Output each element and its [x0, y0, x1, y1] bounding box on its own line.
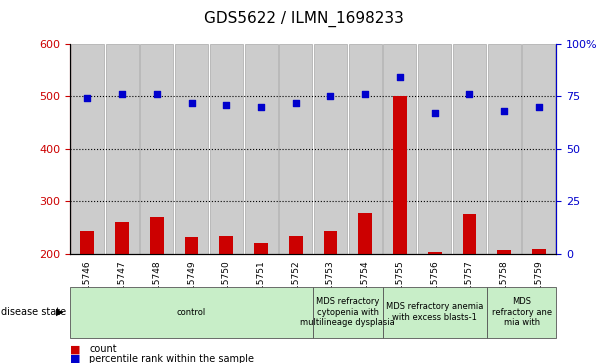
Bar — [497, 250, 511, 254]
Text: ■: ■ — [70, 344, 80, 354]
Bar — [453, 44, 486, 254]
Bar — [382, 287, 487, 338]
Text: MDS refractory anemia
with excess blasts-1: MDS refractory anemia with excess blasts… — [386, 302, 483, 322]
Text: disease state: disease state — [1, 307, 66, 317]
Bar — [244, 44, 277, 254]
Bar — [532, 249, 546, 254]
Bar — [279, 44, 313, 254]
Point — [83, 95, 92, 101]
Bar — [314, 44, 347, 254]
Point — [534, 104, 544, 110]
Text: ▶: ▶ — [57, 307, 64, 317]
Bar — [115, 222, 129, 254]
Point — [499, 108, 509, 114]
Bar — [150, 217, 164, 254]
Bar — [358, 213, 372, 254]
Bar — [313, 287, 382, 338]
Point — [187, 99, 196, 105]
Bar — [522, 44, 556, 254]
Bar — [140, 44, 173, 254]
Text: ■: ■ — [70, 354, 80, 363]
Bar — [418, 44, 451, 254]
Point — [361, 91, 370, 97]
Bar — [393, 96, 407, 254]
Point — [117, 91, 127, 97]
Bar — [349, 44, 382, 254]
Bar — [175, 44, 208, 254]
Point — [256, 104, 266, 110]
Text: count: count — [89, 344, 117, 354]
Point — [326, 93, 336, 99]
Bar — [106, 44, 139, 254]
Bar — [71, 44, 104, 254]
Bar — [463, 214, 477, 254]
Text: GDS5622 / ILMN_1698233: GDS5622 / ILMN_1698233 — [204, 11, 404, 27]
Bar — [384, 44, 416, 254]
Point — [465, 91, 474, 97]
Text: control: control — [177, 308, 206, 317]
Point — [395, 74, 405, 80]
Text: percentile rank within the sample: percentile rank within the sample — [89, 354, 254, 363]
Bar — [488, 44, 520, 254]
Bar — [487, 287, 556, 338]
Point — [430, 110, 440, 116]
Point — [152, 91, 162, 97]
Bar — [289, 236, 303, 254]
Bar — [254, 242, 268, 254]
Bar — [323, 231, 337, 254]
Text: MDS refractory
cytopenia with
multilineage dysplasia: MDS refractory cytopenia with multilinea… — [300, 297, 395, 327]
Bar — [70, 287, 313, 338]
Text: MDS
refractory ane
mia with: MDS refractory ane mia with — [491, 297, 551, 327]
Bar — [80, 232, 94, 254]
Bar — [428, 252, 441, 254]
Bar — [185, 237, 198, 254]
Bar — [219, 236, 233, 254]
Bar — [210, 44, 243, 254]
Point — [221, 102, 231, 107]
Point — [291, 99, 300, 105]
